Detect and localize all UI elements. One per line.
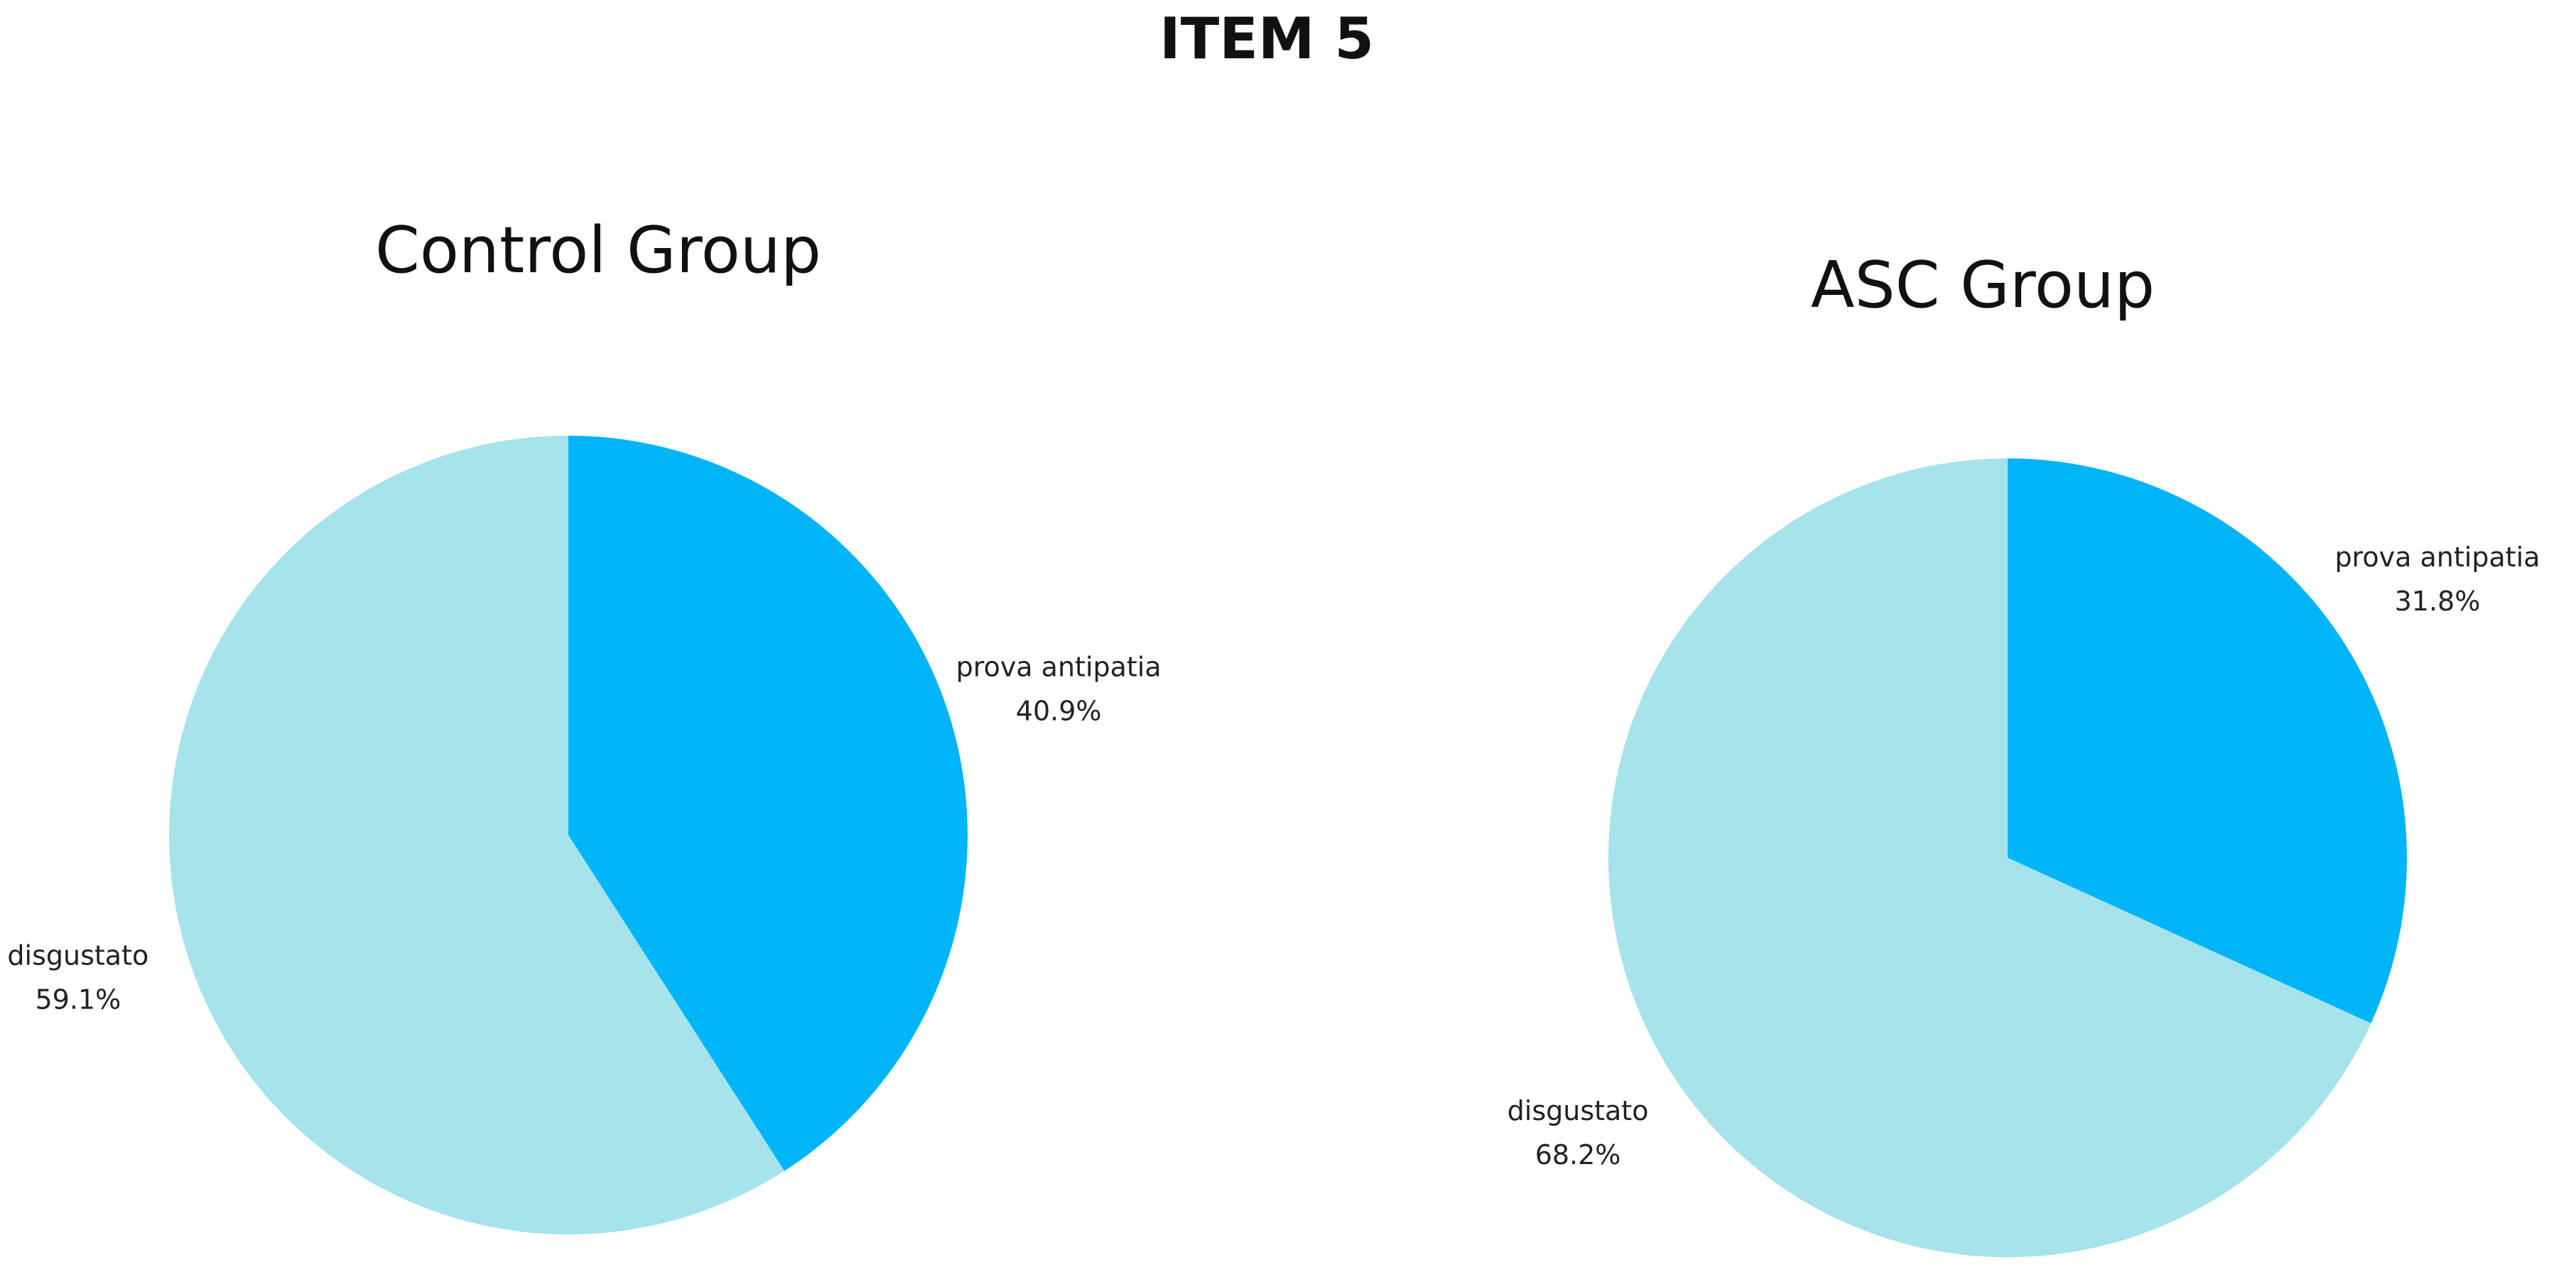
pie-slice — [568, 436, 968, 1171]
slice-value-label: 68.2% — [1535, 1139, 1621, 1171]
slice-label: prova antipatia — [2334, 542, 2540, 573]
slice-value-label: 31.8% — [2395, 586, 2481, 617]
pie-slice — [1608, 458, 2371, 1257]
slice-value-label: 59.1% — [35, 984, 121, 1015]
slice-label: prova antipatia — [956, 652, 1162, 683]
main-title: ITEM 5 — [1159, 6, 1374, 72]
slice-label: disgustato — [1508, 1095, 1649, 1126]
slice-value-label: 40.9% — [1016, 696, 1102, 727]
pie-title: ASC Group — [1811, 248, 2155, 323]
pie-slice — [168, 436, 785, 1234]
slice-label: disgustato — [7, 940, 148, 971]
pie-title: Control Group — [375, 213, 821, 288]
pie-slice — [2008, 458, 2407, 1023]
